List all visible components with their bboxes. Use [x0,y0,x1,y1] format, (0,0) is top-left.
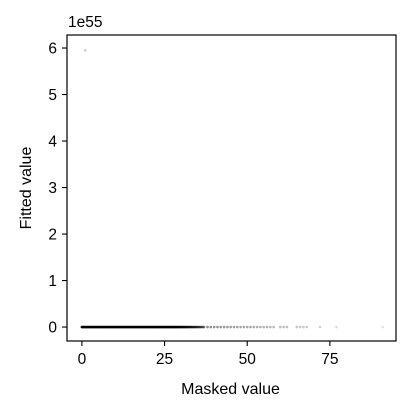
data-point [235,325,239,329]
data-point [206,325,209,329]
y-axis: 0 1 2 3 4 5 6 [48,41,67,337]
data-point [232,325,236,329]
data-point [265,325,269,329]
data-point [302,325,305,329]
data-point [262,325,266,329]
y-axis-offset-label: 1e55 [68,14,102,31]
y-tick-label: 2 [48,227,57,244]
data-point [222,325,226,329]
x-axis-title: Masked value [181,381,280,398]
data-point [195,325,199,329]
data-point [216,325,219,329]
data-point [252,325,256,329]
y-tick-label: 6 [48,41,57,58]
data-point [199,325,203,329]
data-point [318,325,322,329]
x-axis: 0 25 50 75 [78,341,338,368]
data-point [242,325,246,329]
y-tick-label: 1 [48,273,57,290]
data-point [298,325,302,329]
data-point [269,325,272,329]
y-axis-title: Fitted value [18,147,35,230]
data-point [282,325,285,329]
data-point [201,325,204,329]
data-point [239,325,242,329]
x-tick-label: 75 [321,351,338,368]
data-point [194,325,198,329]
data-point [272,325,275,329]
plot-frame [66,34,397,342]
data-point [295,325,299,329]
data-point [249,325,252,329]
data-point [305,325,309,329]
data-point [229,325,232,329]
data-point [259,325,262,329]
data-point [245,325,249,329]
y-tick-label: 0 [48,320,57,337]
data-point [196,325,199,329]
x-tick-label: 50 [239,351,257,368]
data-point [197,325,201,329]
data-point [381,325,385,329]
points-layer [80,49,385,329]
data-point [226,325,229,329]
data-point [198,325,202,329]
data-point-outlier [83,49,87,52]
y-tick-label: 4 [48,134,57,151]
data-point [197,325,200,329]
data-point [202,325,206,329]
data-point [255,325,259,329]
data-point [278,325,282,329]
y-tick-label: 5 [48,87,57,104]
x-tick-label: 25 [156,351,173,368]
y-tick-label: 3 [48,180,57,197]
data-point [209,325,213,329]
data-point [212,325,216,329]
data-point [335,325,338,329]
data-point [200,325,204,329]
data-point [202,325,205,329]
data-point [285,325,289,329]
data-point [219,325,223,329]
x-tick-label: 0 [78,351,87,368]
